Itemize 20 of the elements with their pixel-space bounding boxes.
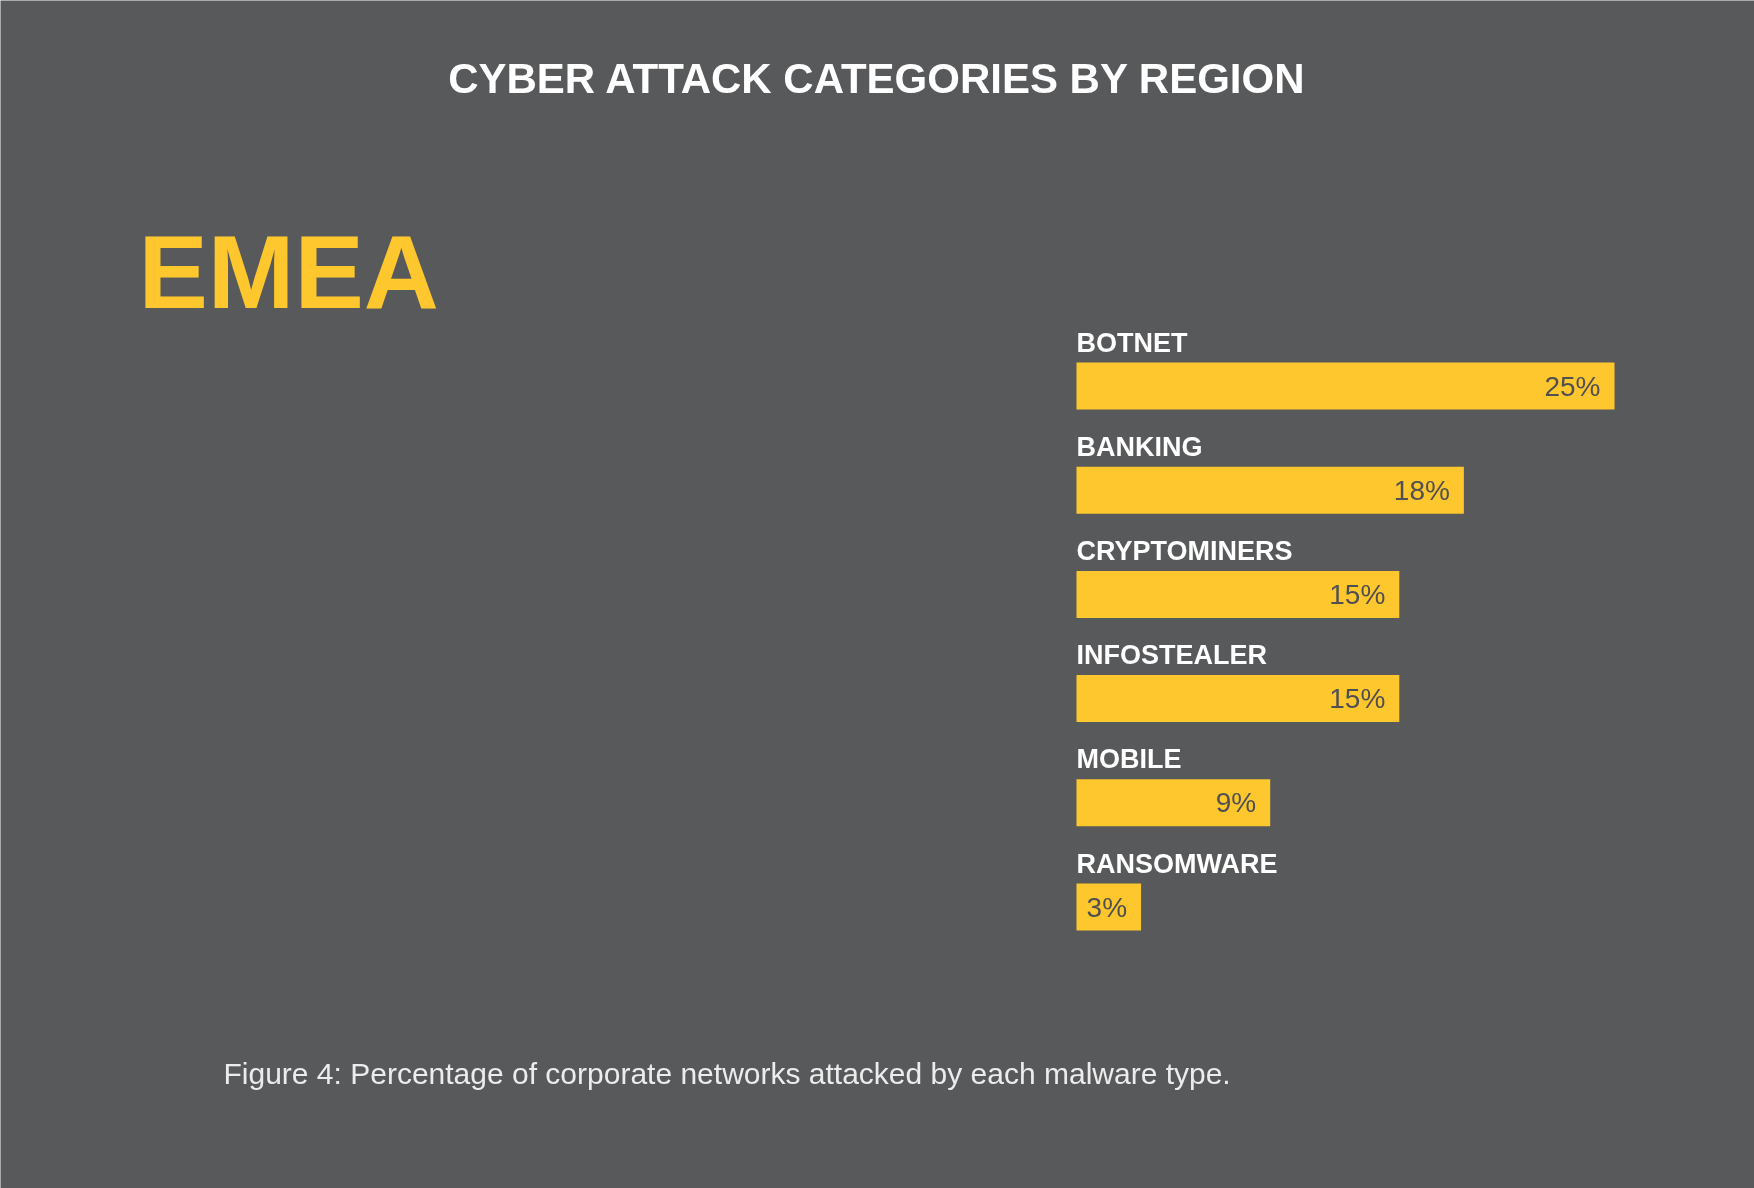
- y-tick-label: BANKING: [1076, 431, 1203, 462]
- data-label: 15%: [1329, 683, 1386, 715]
- bar: [1076, 779, 1271, 827]
- caption: Figure 4: Percentage of corporate networks attacked by each malware type.: [223, 1057, 1231, 1090]
- bar: [1076, 362, 1615, 410]
- bar: [1076, 466, 1464, 514]
- y-tick-label: BOTNET: [1076, 327, 1188, 358]
- data-label: 25%: [1544, 370, 1601, 402]
- bar: [1076, 675, 1400, 723]
- data-label: 18%: [1393, 474, 1450, 506]
- bar: [1076, 570, 1400, 618]
- chart-title: CYBER ATTACK CATEGORIES BY REGION: [448, 55, 1305, 102]
- y-tick-label: RANSOMWARE: [1076, 848, 1278, 879]
- y-tick-label: INFOSTEALER: [1076, 640, 1268, 671]
- data-label: 9%: [1215, 787, 1257, 819]
- chart-subtitle: EMEA: [138, 213, 439, 330]
- data-label: 15%: [1329, 578, 1386, 610]
- y-tick-label: MOBILE: [1076, 744, 1182, 775]
- y-tick-label: CRYPTOMINERS: [1076, 535, 1293, 566]
- data-label: 3%: [1086, 891, 1128, 923]
